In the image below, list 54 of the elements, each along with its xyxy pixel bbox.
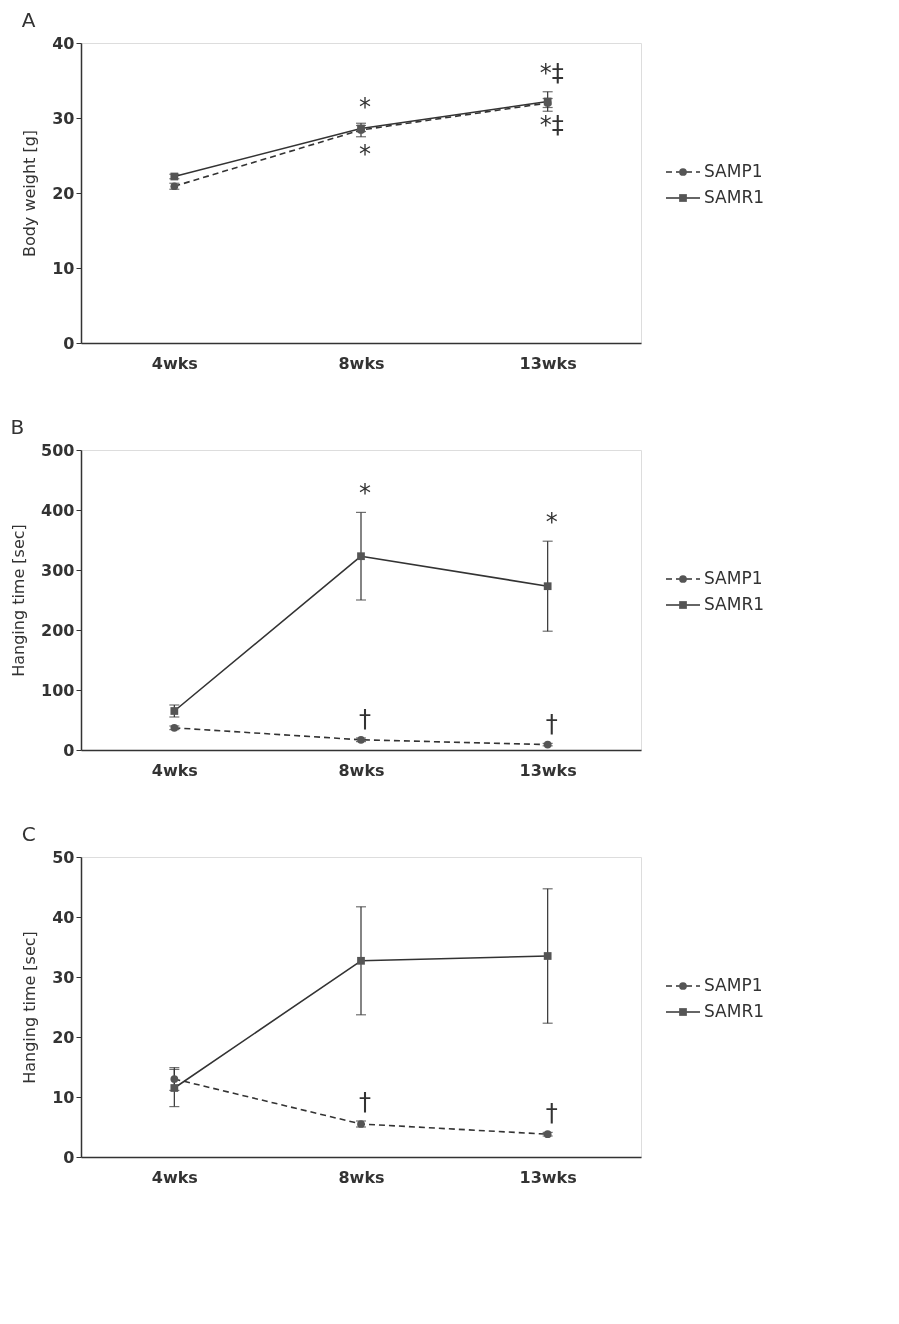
chart-title: B (10, 415, 25, 439)
x-tick-label: 13wks (519, 760, 577, 780)
y-tick-label: 40 (52, 33, 75, 53)
point (543, 952, 552, 960)
point (357, 552, 365, 561)
x-tick-label: 8wks (338, 760, 385, 780)
y-tick-label: 50 (52, 847, 75, 867)
y-tick-label: 20 (52, 183, 75, 203)
x-tick-label: 4wks (151, 1167, 198, 1187)
y-tick-label: 500 (41, 440, 75, 460)
point (543, 582, 552, 591)
y-tick-label: 0 (63, 333, 75, 353)
y-tick-label: 200 (41, 620, 75, 640)
y-tick-label: 400 (41, 500, 75, 520)
y-tick-label: 300 (41, 560, 75, 580)
point (170, 1084, 179, 1092)
annotation: *‡ (539, 110, 564, 139)
y-axis-title: Body weight [g] (20, 129, 40, 258)
y-tick-label: 10 (52, 1087, 75, 1107)
legend-label: SAMP1 (704, 161, 763, 181)
y-tick-label: 0 (63, 740, 75, 760)
y-tick-label: 40 (52, 907, 75, 927)
annotation: * (359, 92, 371, 121)
y-tick-label: 0 (63, 1147, 75, 1167)
x-tick-label: 8wks (338, 353, 385, 373)
x-tick-label: 13wks (519, 353, 577, 373)
x-tick-label: 8wks (338, 1167, 385, 1187)
y-axis-title: Hanging time [sec] (9, 524, 29, 677)
y-tick-label: 30 (52, 108, 75, 128)
x-tick-label: 4wks (151, 760, 198, 780)
y-axis-title: Hanging time [sec] (20, 931, 40, 1084)
annotation: * (359, 139, 371, 168)
legend-label: SAMR1 (704, 1001, 765, 1021)
y-tick-label: 100 (41, 680, 75, 700)
legend-label: SAMP1 (704, 975, 763, 995)
y-tick-label: 10 (52, 258, 75, 278)
point (170, 1075, 179, 1083)
chart-title: C (21, 822, 36, 846)
annotation: * (545, 508, 558, 537)
annotation: † (545, 1099, 558, 1128)
annotation: † (359, 1088, 371, 1116)
annotation: † (545, 710, 558, 739)
legend-label: SAMR1 (704, 187, 765, 207)
y-tick-label: 20 (52, 1027, 75, 1047)
legend-label: SAMR1 (704, 594, 765, 614)
x-tick-label: 13wks (519, 1167, 577, 1187)
annotation: * (359, 479, 371, 508)
x-tick-label: 4wks (151, 353, 198, 373)
legend-label: SAMP1 (704, 568, 763, 588)
annotation: *‡ (539, 58, 564, 87)
annotation: † (359, 705, 371, 733)
y-tick-label: 30 (52, 967, 75, 987)
chart-title: A (21, 8, 36, 32)
point (357, 956, 365, 965)
